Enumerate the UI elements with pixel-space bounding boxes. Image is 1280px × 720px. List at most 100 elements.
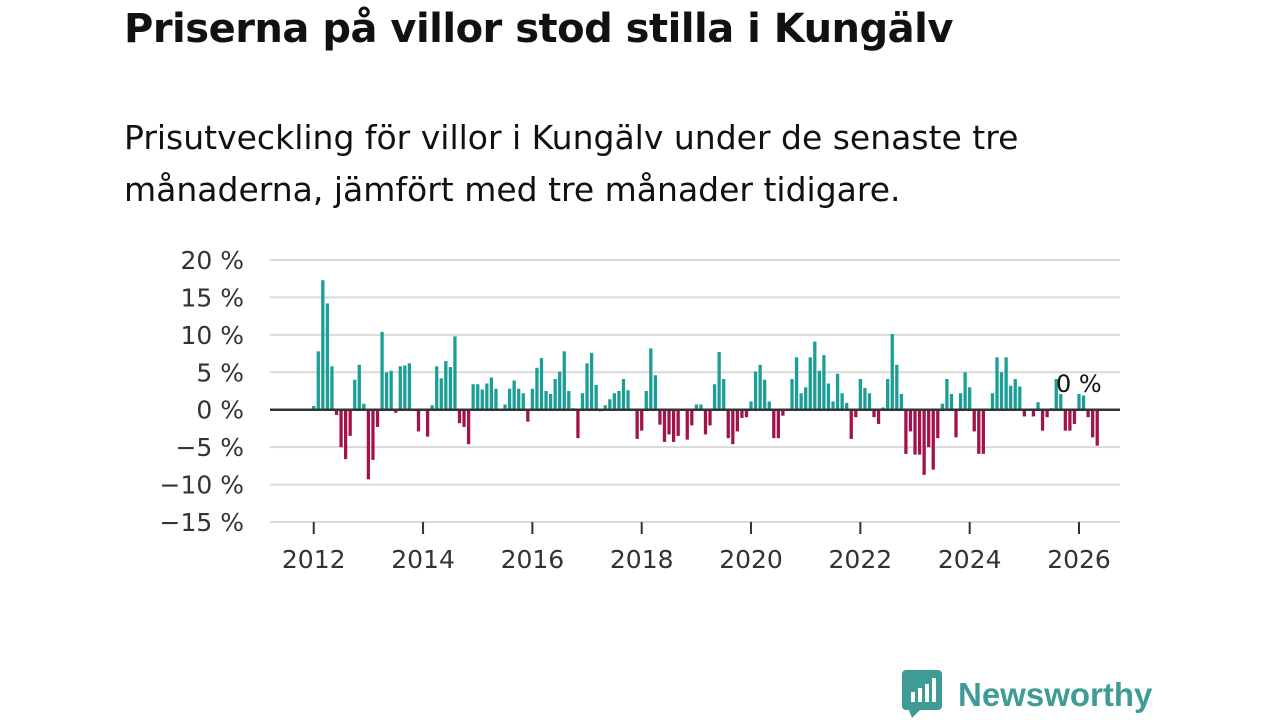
- bar: [676, 409, 680, 436]
- last-value-annotation: 0 %: [1056, 370, 1102, 398]
- bar: [348, 409, 352, 436]
- bar: [640, 409, 644, 431]
- bar: [1086, 409, 1090, 418]
- bar: [958, 393, 963, 410]
- x-tick-label: 2020: [719, 545, 783, 574]
- bar: [813, 341, 817, 410]
- bar: [895, 364, 899, 410]
- bar: [635, 409, 639, 439]
- bar: [521, 393, 525, 410]
- bar: [772, 409, 776, 439]
- bar: [703, 409, 708, 435]
- x-tick-label: 2018: [610, 545, 674, 574]
- bar: [995, 357, 999, 410]
- bar: [726, 409, 730, 439]
- bar: [972, 409, 976, 432]
- bar: [485, 383, 489, 410]
- bar: [389, 370, 393, 410]
- x-tick-label: 2012: [282, 545, 346, 574]
- bar: [649, 348, 653, 410]
- bar: [407, 363, 412, 410]
- bar: [444, 361, 448, 410]
- bar: [321, 280, 325, 410]
- bar: [430, 405, 434, 410]
- bar: [589, 352, 594, 410]
- bar: [872, 409, 876, 418]
- bar: [708, 409, 712, 426]
- bar: [476, 384, 480, 410]
- bar: [644, 391, 648, 410]
- bar: [949, 393, 954, 410]
- bar: [403, 365, 407, 410]
- y-tick-label: 15 %: [180, 283, 244, 312]
- bar: [963, 372, 967, 410]
- x-tick-label: 2016: [501, 545, 565, 574]
- bar: [448, 367, 453, 410]
- bar: [494, 388, 498, 410]
- bar: [507, 388, 512, 410]
- x-tick-label: 2026: [1047, 545, 1111, 574]
- bar: [594, 385, 598, 410]
- bar: [416, 409, 421, 432]
- bar: [330, 366, 334, 410]
- bar: [1013, 379, 1017, 410]
- bar: [876, 409, 881, 424]
- bar: [375, 409, 380, 427]
- bar: [489, 377, 494, 410]
- bar: [453, 336, 457, 410]
- bar: [826, 383, 831, 410]
- page-title: Priserna på villor stod stilla i Kungälv: [124, 6, 953, 52]
- bar: [1040, 409, 1045, 431]
- bar: [667, 409, 671, 435]
- bar: [380, 331, 384, 410]
- bar: [890, 334, 894, 410]
- bar: [867, 393, 872, 410]
- bar: [1072, 409, 1077, 424]
- newsworthy-logo-text: Newsworthy: [958, 676, 1153, 713]
- chart-subtitle: Prisutveckling för villor i Kungälv unde…: [124, 118, 1019, 209]
- bar: [466, 409, 471, 445]
- bar: [968, 387, 972, 410]
- bar: [922, 409, 926, 475]
- bar: [671, 409, 676, 442]
- bar: [435, 366, 439, 410]
- bar: [585, 363, 589, 410]
- bar: [1045, 409, 1049, 418]
- bar: [690, 409, 694, 426]
- bar: [471, 384, 475, 410]
- bar: [366, 409, 371, 480]
- bar: [462, 409, 466, 427]
- bar: [717, 352, 721, 410]
- bar: [1054, 379, 1058, 410]
- newsworthy-logo-icon: [902, 670, 942, 718]
- x-tick-label: 2024: [938, 545, 1002, 574]
- newsworthy-logo[interactable]: Newsworthy: [902, 670, 1152, 720]
- y-tick-label: −10 %: [160, 471, 244, 500]
- bar: [567, 391, 571, 410]
- bar: [480, 389, 484, 410]
- bar: [1031, 409, 1036, 417]
- bar: [621, 379, 626, 410]
- y-tick-label: −15 %: [160, 508, 244, 537]
- y-tick-label: 0 %: [196, 396, 244, 425]
- bar: [535, 367, 539, 410]
- bar: [776, 409, 780, 439]
- bar: [927, 409, 931, 448]
- bar: [731, 409, 735, 445]
- bar: [1022, 409, 1026, 417]
- bar: [1036, 402, 1040, 410]
- bar: [858, 379, 862, 410]
- bar: [781, 409, 785, 416]
- bar: [913, 409, 917, 455]
- bar: [845, 402, 849, 410]
- bar: [512, 380, 516, 410]
- bar: [722, 379, 726, 410]
- bar: [1068, 409, 1072, 431]
- bar: [539, 358, 544, 410]
- bar: [439, 378, 443, 410]
- bar: [1009, 385, 1013, 410]
- bar: [526, 409, 530, 422]
- bar: [530, 388, 535, 410]
- y-tick-label: 10 %: [180, 321, 244, 350]
- bar: [371, 409, 375, 460]
